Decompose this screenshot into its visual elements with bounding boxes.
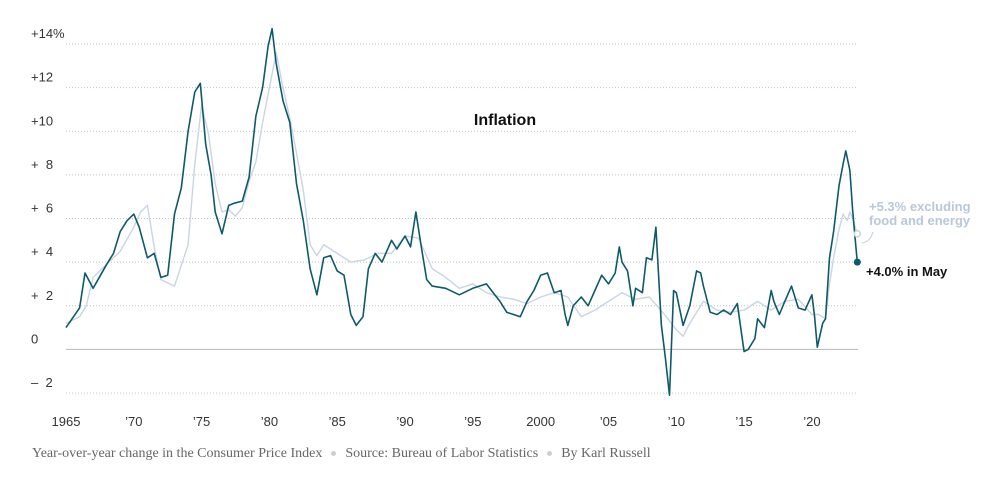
y-tick-label: +12 [31,70,53,85]
y-tick-label: 0 [31,331,38,346]
y-tick-label: + 6 [31,201,53,216]
y-tick-label: +14% [31,26,65,41]
x-tick-label: ’15 [735,414,752,429]
x-tick-label: ’80 [261,414,278,429]
chart-title: Inflation [474,112,536,129]
footer-source: Source: Bureau of Labor Statistics [345,446,539,461]
headline-annotation: +4.0% in May [866,264,948,279]
core-end-dot [853,230,862,238]
x-tick-label: ’90 [396,414,413,429]
core-annotation-line2: food and energy [869,213,971,228]
series-lines [65,27,859,396]
y-tick-label: + 8 [31,157,53,172]
headline-cpi-line [65,27,859,396]
x-tick-label: ’85 [329,414,346,429]
y-tick-label: + 4 [31,244,53,259]
inflation-chart: +14% +12 +10 + 8 + 6 + 4 + 2 0 – 2 1965 ’70 ’75 ’80… [31,26,971,429]
annotations: +5.3% excluding food and energy +4.0% in… [853,199,971,279]
x-tick-label: ’75 [193,414,210,429]
y-tick-label: + 2 [31,288,53,303]
x-tick-label: ’20 [803,414,820,429]
y-tick-label: +10 [31,113,53,128]
x-tick-label: ’10 [668,414,685,429]
x-tick-label: 1965 [52,414,81,429]
footer-caption: Year-over-year change in the Consumer Pr… [32,446,323,461]
x-axis-labels: 1965 ’70 ’75 ’80 ’85 ’90 ’95 2000 ’05 ’10 ’15 ’20 [52,414,821,429]
x-tick-label: 2000 [526,414,555,429]
x-tick-label: ’05 [600,414,617,429]
y-tick-label: – 2 [31,375,53,390]
chart-footer: Year-over-year change in the Consumer Pr… [32,446,651,462]
x-tick-label: ’95 [464,414,481,429]
footer-byline: By Karl Russell [561,446,651,461]
separator-dot [547,451,553,457]
core-annotation-pointer [861,231,874,244]
y-axis-labels: +14% +12 +10 + 8 + 6 + 4 + 2 0 – 2 [31,26,65,390]
headline-end-dot [853,258,861,266]
grid-lines [66,43,858,394]
core-annotation-line1: +5.3% excluding [869,199,971,214]
x-tick-label: ’70 [125,414,142,429]
separator-dot [331,451,337,457]
core-cpi-line [65,52,858,337]
